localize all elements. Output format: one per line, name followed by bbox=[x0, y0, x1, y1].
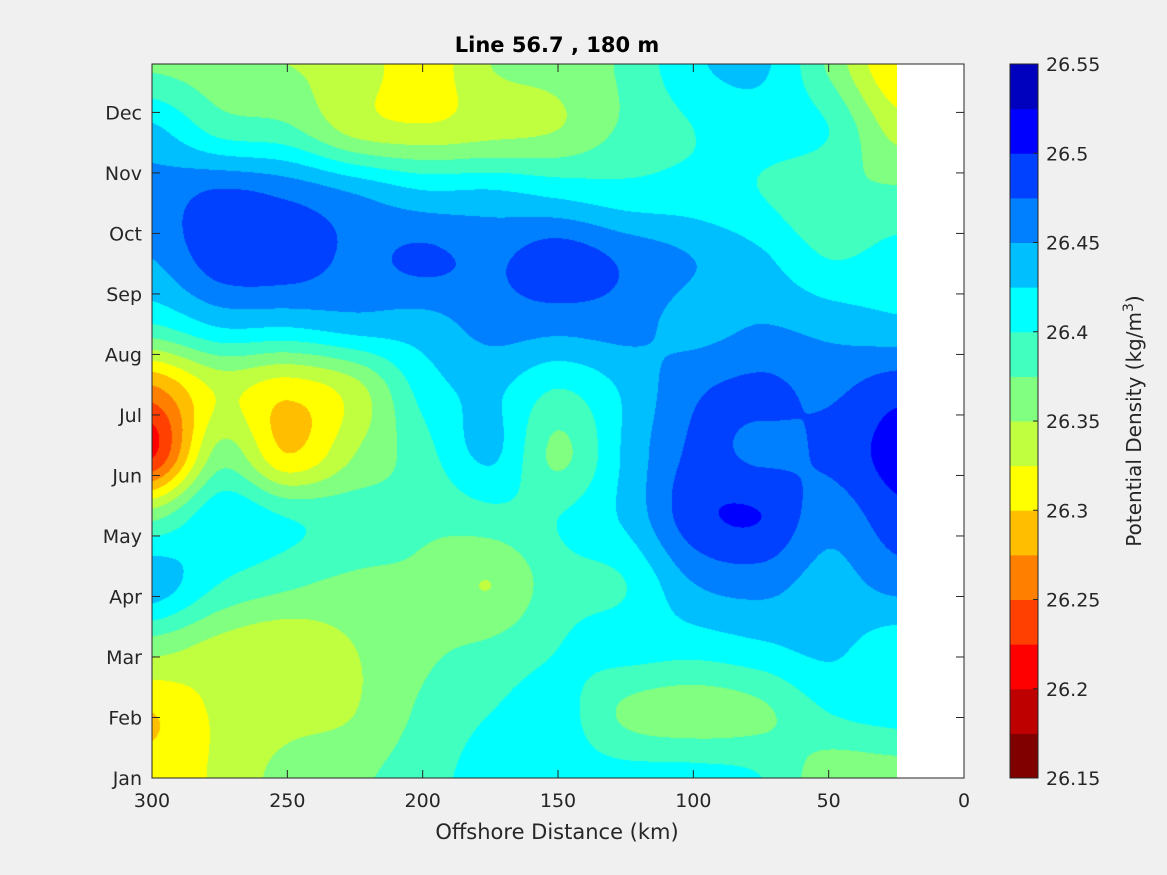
chart-title: Line 56.7 , 180 m bbox=[455, 33, 660, 57]
colorbar-ticks: 26.15 26.2 26.25 26.3 26.35 26.4 26.45 26.5 26.5… bbox=[1033, 54, 1100, 790]
contour-image bbox=[152, 64, 897, 778]
y-tick-label: Mar bbox=[106, 647, 142, 669]
x-tick-label: 100 bbox=[675, 790, 711, 812]
colorbar-tick-label: 26.4 bbox=[1046, 322, 1088, 344]
colorbar-segment bbox=[1010, 331, 1038, 377]
colorbar-tick-label: 26.25 bbox=[1046, 590, 1100, 612]
colorbar-tick-label: 26.5 bbox=[1046, 143, 1088, 165]
colorbar-segment bbox=[1010, 376, 1038, 422]
y-tick-label: Dec bbox=[105, 102, 142, 124]
colorbar-tick-label: 26.3 bbox=[1046, 500, 1088, 522]
colorbar-label: Potential Density (kg/m3) bbox=[1121, 295, 1146, 546]
y-tick-label: Jul bbox=[118, 405, 142, 427]
colorbar-segment bbox=[1010, 197, 1038, 243]
y-tick-label: May bbox=[103, 526, 142, 548]
colorbar bbox=[1009, 63, 1039, 779]
y-tick-label: Jan bbox=[112, 768, 142, 790]
colorbar-segment bbox=[1010, 242, 1038, 288]
colorbar-tick-label: 26.45 bbox=[1046, 233, 1100, 255]
colorbar-tick-label: 26.15 bbox=[1046, 768, 1100, 790]
x-tick-label: 200 bbox=[405, 790, 441, 812]
colorbar-tick-label: 26.2 bbox=[1046, 679, 1088, 701]
colorbar-segment bbox=[1010, 644, 1038, 690]
x-axis-label: Offshore Distance (km) bbox=[435, 820, 678, 844]
colorbar-segment bbox=[1010, 733, 1038, 779]
y-tick-label: Feb bbox=[108, 707, 142, 729]
x-tick-label: 150 bbox=[540, 790, 576, 812]
x-axis: 300 250 200 150 100 50 0 bbox=[134, 64, 970, 812]
colorbar-segment bbox=[1010, 108, 1038, 154]
y-tick-label: Sep bbox=[106, 284, 142, 306]
y-tick-label: Apr bbox=[109, 586, 142, 608]
x-tick-label: 300 bbox=[134, 790, 170, 812]
colorbar-segment bbox=[1010, 64, 1038, 110]
colorbar-tick-label: 26.55 bbox=[1046, 54, 1100, 76]
x-tick-label: 0 bbox=[958, 790, 970, 812]
y-tick-label: Aug bbox=[105, 344, 142, 366]
contour-field bbox=[152, 64, 897, 778]
colorbar-segment bbox=[1010, 153, 1038, 199]
x-tick-label: 250 bbox=[269, 790, 305, 812]
colorbar-segment bbox=[1010, 510, 1038, 556]
y-tick-label: Nov bbox=[105, 163, 142, 185]
colorbar-tick-label: 26.35 bbox=[1046, 411, 1100, 433]
colorbar-segment bbox=[1010, 465, 1038, 511]
colorbar-segment bbox=[1010, 421, 1038, 467]
y-tick-label: Jun bbox=[111, 465, 142, 487]
colorbar-segment bbox=[1010, 599, 1038, 645]
colorbar-segment bbox=[1010, 688, 1038, 734]
colorbar-segment bbox=[1010, 554, 1038, 600]
y-tick-label: Oct bbox=[109, 223, 142, 245]
y-axis: Jan Feb Mar Apr May Jun Jul Aug Sep Oct Nov Dec bbox=[103, 102, 964, 790]
x-tick-label: 50 bbox=[817, 790, 841, 812]
colorbar-segment bbox=[1010, 287, 1038, 333]
